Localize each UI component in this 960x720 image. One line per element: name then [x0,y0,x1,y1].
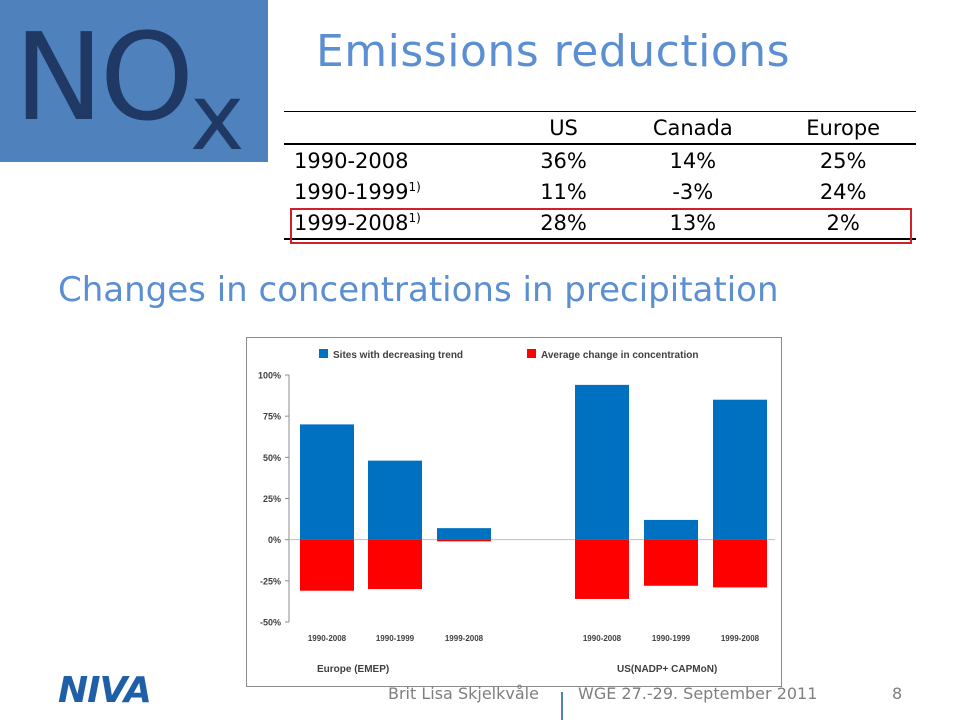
table-cell-us: 28% [540,210,587,235]
niva-logo: NIVA [58,670,152,711]
table-row: 1990-19991) 11% -3% 24% [284,176,916,207]
bar-decreasing-trend [368,460,422,540]
x-tick-label: 1999-2008 [721,634,760,643]
nox-badge-subscript: x [190,64,245,171]
table-cell-period: 1990-2008 [284,144,512,176]
group-label-europe: Europe (EMEP) [317,664,389,675]
table-header-period [284,112,512,145]
page-number: 8 [892,684,903,703]
table-header-europe: Europe [806,115,881,140]
emissions-table: US Canada Europe 1990-2008 36% 14% 25% 1… [284,111,916,240]
table-cell-us: 11% [540,179,587,204]
y-tick-label: 100% [258,371,281,381]
section-subtitle: Changes in concentrations in precipitati… [58,270,779,310]
footer-separator [561,692,563,720]
bar-average-change [300,539,354,591]
bar-decreasing-trend [713,399,767,540]
legend-swatch [527,349,536,358]
footer-author: Brit Lisa Skjelkvåle [388,684,539,703]
table-cell-us: 36% [540,148,587,173]
table-cell-period: 1999-20081) [284,207,512,239]
table-cell-canada: 13% [669,210,717,235]
slide-title: Emissions reductions [316,26,791,77]
chart-frame: 100% 75% 50% 25% 0% -25% -50% 1990-2008 1990-199… [246,337,782,687]
table-cell-europe: 2% [826,210,860,235]
y-tick-label: -25% [260,576,281,586]
bar-decreasing-trend [437,528,491,540]
footnote-marker: 1) [408,210,421,225]
bar-average-change [575,539,629,599]
bar-average-change [713,539,767,588]
y-tick-label: 50% [263,453,281,463]
bar-average-change [368,539,422,590]
bar-decreasing-trend [300,424,354,540]
table-header-us: US [549,115,578,140]
legend-label: Average change in concentration [541,350,698,361]
legend-label: Sites with decreasing trend [333,350,463,361]
x-tick-label: 1990-1999 [652,634,691,643]
x-tick-label: 1999-2008 [445,634,484,643]
table-row: 1990-2008 36% 14% 25% [284,144,916,176]
table-row: 1999-20081) 28% 13% 2% [284,207,916,239]
x-tick-label: 1990-1999 [376,634,415,643]
y-tick-label: -50% [260,618,281,628]
group-label-us: US(NADP+ CAPMoN) [617,664,717,675]
table-header-canada: Canada [652,115,733,140]
y-tick-label: 25% [263,494,281,504]
y-tick-label: 75% [263,412,281,422]
highlight-box [290,208,912,244]
legend-swatch [319,349,328,358]
table-cell-canada: 14% [669,148,717,173]
y-tick-label: 0% [268,535,281,545]
table-header-row: US Canada Europe [284,111,916,145]
table-cell-period: 1990-19991) [284,176,512,207]
bar-average-change [644,539,698,586]
x-tick-label: 1990-2008 [308,634,347,643]
period-label: 1990-1999 [294,179,409,204]
nox-badge-main: NO [14,9,194,148]
bar-decreasing-trend [644,519,698,540]
period-label: 1990-2008 [294,148,409,173]
footer-event: WGE 27.-29. September 2011 [578,684,818,703]
nox-badge: NO x [0,0,268,168]
footnote-marker: 1) [408,179,421,194]
table-cell-canada: -3% [672,179,714,204]
period-label: 1999-2008 [294,210,409,235]
x-tick-label: 1990-2008 [583,634,622,643]
bar-chart: 100% 75% 50% 25% 0% -25% -50% 1990-2008 1990-199… [258,349,775,675]
bar-decreasing-trend [575,384,629,540]
table-cell-europe: 24% [819,179,867,204]
bar-average-change [437,539,491,542]
table-cell-europe: 25% [819,148,867,173]
